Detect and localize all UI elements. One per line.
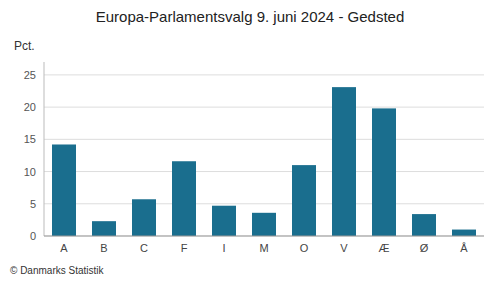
bar	[132, 199, 156, 236]
bar	[92, 221, 116, 236]
bar	[292, 165, 316, 236]
bar	[452, 230, 476, 236]
x-axis-line	[44, 236, 484, 237]
x-tick-label: F	[181, 242, 188, 254]
footer-note: © Danmarks Statistik	[10, 265, 105, 276]
x-tick-label: Ø	[420, 242, 429, 254]
grid-line	[44, 107, 484, 108]
grid-line	[44, 236, 484, 237]
x-tick-label: V	[340, 242, 348, 254]
x-tick-label: M	[259, 242, 268, 254]
y-tick-label: 20	[24, 101, 36, 113]
title: Europa-Parlamentsvalg 9. juni 2024 - Ged…	[96, 8, 405, 25]
bar	[212, 206, 236, 236]
x-tick-label: Æ	[379, 242, 390, 254]
grid-line	[44, 171, 484, 172]
x-tick-label: A	[60, 242, 68, 254]
y-tick-label: 0	[30, 230, 36, 242]
grid-line	[44, 74, 484, 75]
bar	[252, 213, 276, 236]
y-tick-label: 15	[24, 133, 36, 145]
bar	[332, 87, 356, 236]
x-tick-label: C	[140, 242, 148, 254]
x-tick-label: B	[100, 242, 107, 254]
x-tick-label: I	[222, 242, 225, 254]
y-axis-label: Pct.	[14, 39, 35, 53]
chart-container: Europa-Parlamentsvalg 9. juni 2024 - Ged…	[0, 0, 500, 282]
grid-line	[44, 139, 484, 140]
bar	[412, 214, 436, 236]
x-tick-label: O	[300, 242, 309, 254]
y-tick-label: 10	[24, 166, 36, 178]
y-tick-label: 25	[24, 69, 36, 81]
bar	[172, 161, 196, 236]
y-tick-label: 5	[30, 198, 36, 210]
grid-line	[44, 203, 484, 204]
y-axis-line	[44, 62, 45, 236]
chart-svg: Europa-Parlamentsvalg 9. juni 2024 - Ged…	[0, 0, 500, 282]
bar	[372, 108, 396, 236]
page: {"chart_data": {"type": "bar", "title": …	[0, 0, 500, 282]
grid	[44, 75, 484, 236]
x-tick-label: Å	[460, 242, 468, 254]
bar	[52, 144, 76, 236]
bars	[52, 87, 476, 236]
